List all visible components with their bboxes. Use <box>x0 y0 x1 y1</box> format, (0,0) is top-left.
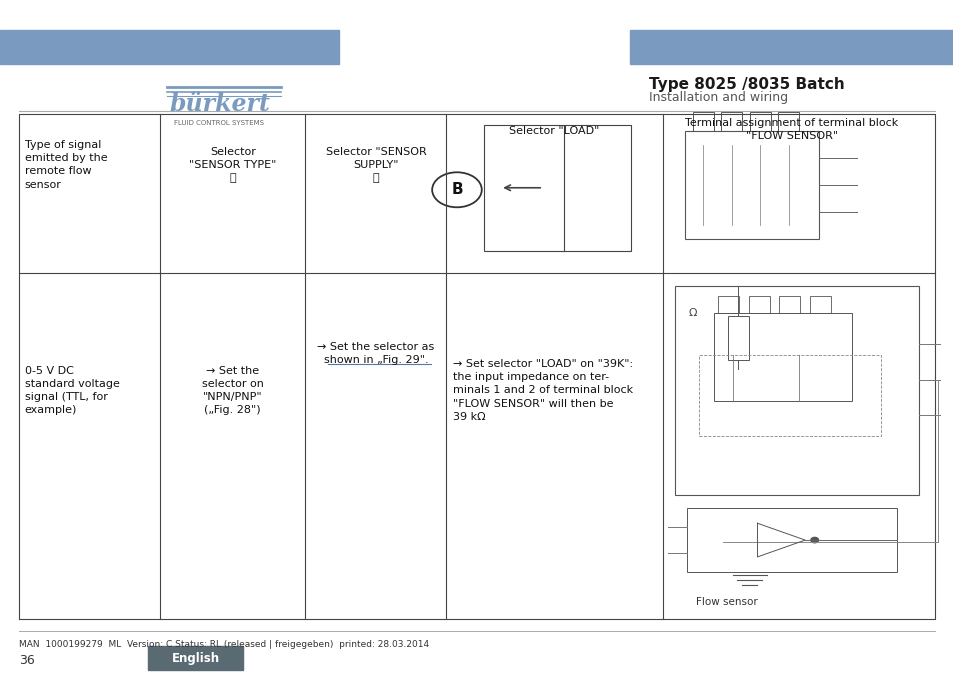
Circle shape <box>810 537 818 542</box>
Bar <box>778 112 799 131</box>
Bar <box>684 131 818 239</box>
Bar <box>692 112 713 131</box>
Text: Flow sensor: Flow sensor <box>696 598 757 607</box>
Bar <box>809 296 830 314</box>
Bar <box>0 30 338 64</box>
Text: Installation and wiring: Installation and wiring <box>648 91 787 104</box>
Text: FLUID CONTROL SYSTEMS: FLUID CONTROL SYSTEMS <box>174 120 264 126</box>
Text: 36: 36 <box>19 654 35 668</box>
Text: Selector "SENSOR
SUPPLY"
Ⓐ: Selector "SENSOR SUPPLY" Ⓐ <box>325 147 426 183</box>
Bar <box>718 296 739 314</box>
Bar <box>675 286 918 495</box>
Bar <box>713 314 851 401</box>
Text: → Set selector "LOAD" on "39K":
the input impedance on ter-
minals 1 and 2 of te: → Set selector "LOAD" on "39K": the inpu… <box>453 359 633 422</box>
Bar <box>686 508 896 572</box>
Text: Type of signal
emitted by the
remote flow
sensor: Type of signal emitted by the remote flo… <box>25 140 108 190</box>
Text: B: B <box>451 182 462 197</box>
Text: 0-5 V DC
standard voltage
signal (TTL, for
example): 0-5 V DC standard voltage signal (TTL, f… <box>25 365 119 415</box>
Bar <box>629 30 953 64</box>
Text: English: English <box>172 651 219 665</box>
Bar <box>483 125 630 251</box>
Text: Ω: Ω <box>688 308 696 318</box>
Text: Terminal assignment of terminal block
"FLOW SENSOR": Terminal assignment of terminal block "F… <box>684 118 898 141</box>
Text: Selector
"SENSOR TYPE"
Ⓒ: Selector "SENSOR TYPE" Ⓒ <box>189 147 276 183</box>
Text: → Set the selector as
shown in „Fig. 29".: → Set the selector as shown in „Fig. 29"… <box>317 342 434 365</box>
Text: Type 8025 /8035 Batch: Type 8025 /8035 Batch <box>648 77 843 92</box>
Bar <box>748 296 769 314</box>
Bar <box>779 296 800 314</box>
Bar <box>727 316 748 360</box>
Text: → Set the
selector on
"NPN/PNP"
(„Fig. 28"): → Set the selector on "NPN/PNP" („Fig. 2… <box>202 365 263 415</box>
Text: Selector "LOAD": Selector "LOAD" <box>509 127 598 136</box>
Bar <box>148 646 243 670</box>
Bar <box>720 112 741 131</box>
Text: MAN  1000199279  ML  Version: C Status: RL (released | freigegeben)  printed: 28: MAN 1000199279 ML Version: C Status: RL … <box>19 639 429 649</box>
Bar <box>749 112 770 131</box>
Text: bürkert: bürkert <box>169 92 270 116</box>
